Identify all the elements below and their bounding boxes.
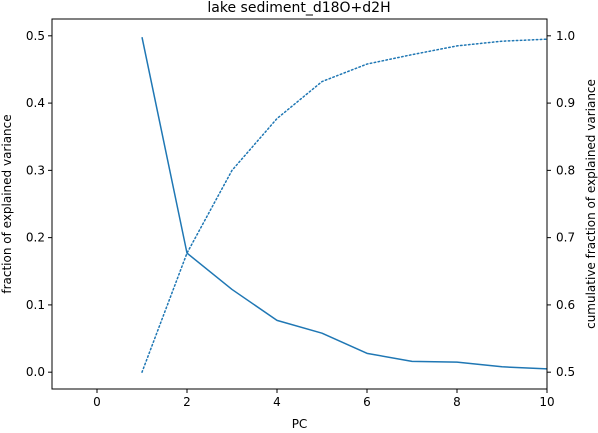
y-right-tick-label: 0.8 [556,163,575,177]
plot-frame [51,18,548,390]
y-axis-right-label: cumulative fraction of explained varianc… [584,79,598,329]
y-right-tick-label: 1.0 [556,29,575,43]
y-axis-right-ticks: 0.5 0.6 0.7 0.8 0.9 1.0 [547,29,575,379]
y-axis-left-label: fraction of explained variance [0,114,14,293]
y-right-tick-label: 0.5 [556,365,575,379]
y-left-tick-label: 0.0 [26,365,45,379]
y-right-tick-label: 0.9 [556,96,575,110]
y-left-tick-label: 0.5 [26,29,45,43]
x-axis-label: PC [292,417,308,431]
x-tick-label: 4 [273,395,281,409]
cumulative-variance-line [141,38,548,373]
x-tick-label: 8 [453,395,461,409]
y-right-tick-label: 0.6 [556,298,575,312]
y-right-tick-label: 0.7 [556,231,575,245]
x-axis-ticks: 0 2 4 6 8 10 [93,389,555,409]
y-left-tick-label: 0.1 [26,298,45,312]
y-left-tick-label: 0.3 [26,163,45,177]
x-tick-label: 10 [539,395,554,409]
x-tick-label: 0 [93,395,101,409]
x-tick-label: 2 [183,395,191,409]
chart-title: lake sediment_d18O+d2H [207,0,390,16]
explained-variance-line [141,37,548,370]
series-layer [141,37,548,373]
y-left-tick-label: 0.2 [26,231,45,245]
y-axis-left-ticks: 0.0 0.1 0.2 0.3 0.4 0.5 [26,29,52,379]
y-left-tick-label: 0.4 [26,96,45,110]
x-tick-label: 6 [363,395,371,409]
